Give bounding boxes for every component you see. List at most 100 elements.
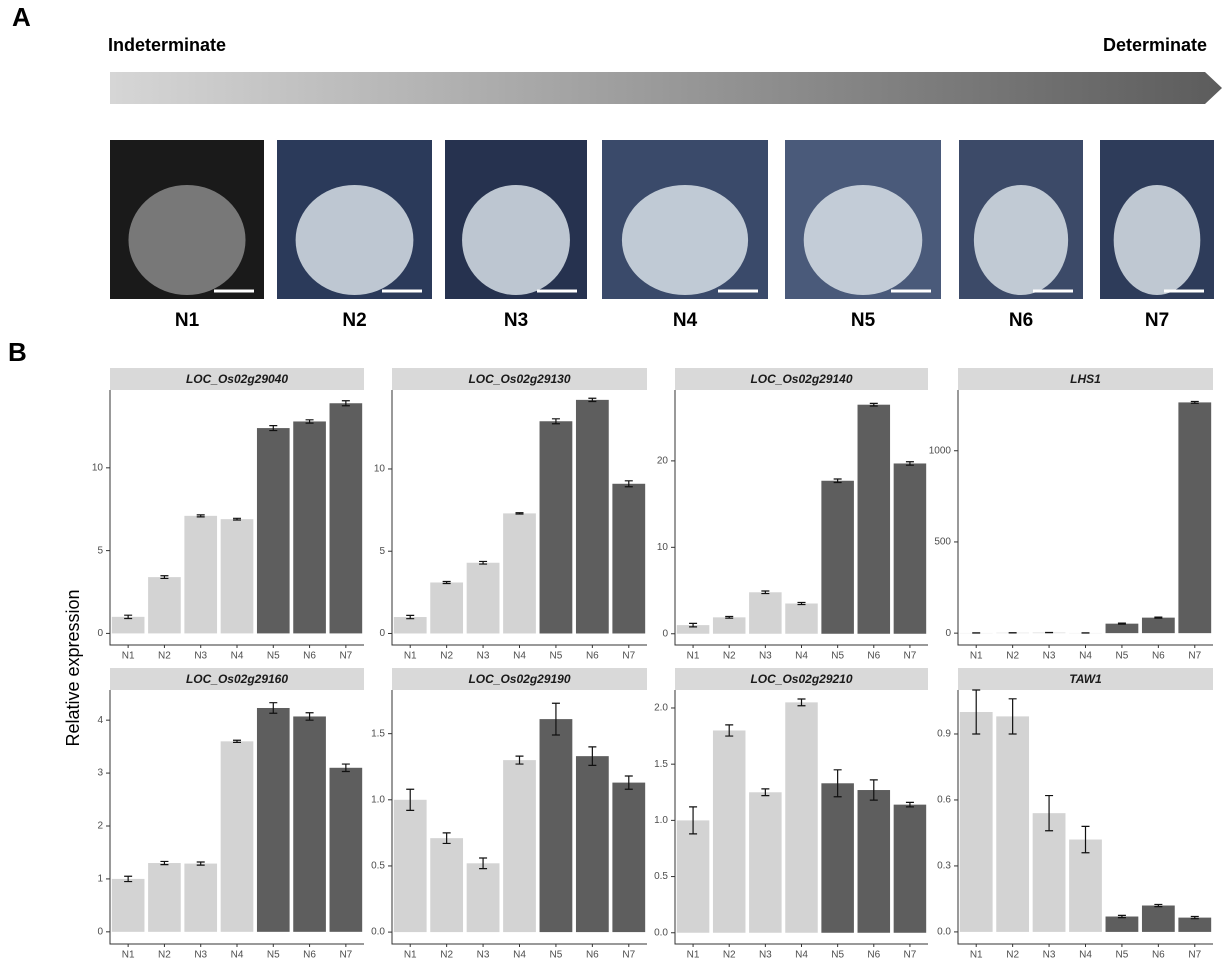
x-tick-label: N5 bbox=[1116, 651, 1129, 662]
y-tick-label: 0.0 bbox=[937, 927, 951, 938]
bar bbox=[293, 421, 326, 633]
bar bbox=[430, 838, 463, 932]
chart-title: LOC_Os02g29210 bbox=[750, 672, 852, 686]
micrograph-tissue bbox=[296, 185, 414, 295]
chart-title: LOC_Os02g29040 bbox=[186, 372, 288, 386]
bar bbox=[330, 768, 363, 932]
error-bar bbox=[197, 515, 205, 517]
y-tick-label: 0 bbox=[379, 628, 385, 639]
right-label: Determinate bbox=[1103, 35, 1207, 55]
x-tick-label: N4 bbox=[513, 651, 526, 662]
micrograph-tissue bbox=[462, 185, 570, 295]
bar bbox=[293, 716, 326, 931]
bar bbox=[184, 864, 217, 932]
x-tick-label: N2 bbox=[723, 651, 736, 662]
chart-title: LOC_Os02g29160 bbox=[186, 672, 288, 686]
bar bbox=[1178, 402, 1211, 633]
bar bbox=[713, 617, 746, 633]
bar bbox=[257, 428, 290, 633]
y-tick-label: 1 bbox=[97, 874, 103, 885]
bar bbox=[821, 481, 854, 634]
chart-title: TAW1 bbox=[1069, 672, 1102, 686]
x-tick-label: N3 bbox=[1043, 651, 1056, 662]
y-tick-label: 5 bbox=[97, 545, 103, 556]
x-tick-label: N5 bbox=[550, 651, 563, 662]
stage-label: N1 bbox=[175, 310, 200, 331]
x-tick-label: N7 bbox=[339, 651, 352, 662]
chart-title: LHS1 bbox=[1070, 372, 1101, 386]
y-tick-label: 3 bbox=[97, 768, 103, 779]
bar bbox=[894, 463, 927, 633]
stage-label: N6 bbox=[1009, 310, 1033, 331]
bar bbox=[858, 405, 891, 634]
bar bbox=[1178, 918, 1211, 932]
y-tick-label: 10 bbox=[374, 464, 386, 475]
bar bbox=[430, 582, 463, 633]
x-tick-label: N7 bbox=[904, 651, 917, 662]
bar bbox=[112, 879, 145, 932]
y-tick-label: 0 bbox=[662, 628, 668, 639]
y-tick-label: 2 bbox=[97, 821, 103, 832]
bar bbox=[221, 519, 254, 633]
bar bbox=[540, 421, 573, 633]
y-tick-label: 0.3 bbox=[937, 861, 951, 872]
bar bbox=[221, 741, 254, 932]
y-tick-label: 0.9 bbox=[937, 729, 951, 740]
x-tick-label: N4 bbox=[795, 651, 808, 662]
x-tick-label: N6 bbox=[867, 950, 880, 961]
x-tick-label: N5 bbox=[267, 950, 280, 961]
x-tick-label: N2 bbox=[1006, 950, 1019, 961]
y-tick-label: 1.5 bbox=[654, 759, 668, 770]
error-bar bbox=[1154, 617, 1162, 618]
y-tick-label: 1000 bbox=[929, 445, 952, 456]
y-tick-label: 0 bbox=[97, 926, 103, 937]
error-bar bbox=[160, 576, 168, 579]
bar bbox=[1142, 906, 1175, 932]
left-label: Indeterminate bbox=[108, 35, 226, 55]
micrograph-tissue bbox=[128, 185, 245, 295]
bar bbox=[576, 400, 609, 634]
x-tick-label: N1 bbox=[970, 651, 983, 662]
x-tick-label: N5 bbox=[267, 651, 280, 662]
x-tick-label: N1 bbox=[122, 651, 135, 662]
y-tick-label: 1.0 bbox=[371, 794, 385, 805]
x-tick-label: N5 bbox=[831, 950, 844, 961]
x-tick-label: N4 bbox=[795, 950, 808, 961]
stage-label: N4 bbox=[673, 310, 698, 331]
bar bbox=[677, 820, 710, 932]
bar bbox=[148, 863, 181, 932]
bar bbox=[858, 790, 891, 933]
bar bbox=[749, 592, 782, 633]
bar bbox=[467, 863, 500, 932]
bar bbox=[612, 783, 645, 932]
micrograph-tissue bbox=[804, 185, 923, 295]
x-tick-label: N2 bbox=[158, 651, 171, 662]
bar bbox=[503, 760, 536, 932]
stage-label: N3 bbox=[504, 310, 528, 331]
y-tick-label: 4 bbox=[97, 715, 103, 726]
bar bbox=[1106, 917, 1139, 932]
bar bbox=[1142, 618, 1175, 634]
bar bbox=[894, 805, 927, 933]
x-tick-label: N3 bbox=[477, 651, 490, 662]
x-tick-label: N1 bbox=[970, 950, 983, 961]
x-tick-label: N3 bbox=[759, 651, 772, 662]
bar bbox=[148, 577, 181, 633]
micrograph-tissue bbox=[622, 185, 748, 295]
y-tick-label: 0 bbox=[97, 628, 103, 639]
y-tick-label: 0.0 bbox=[654, 927, 668, 938]
x-tick-label: N7 bbox=[622, 950, 635, 961]
x-tick-label: N2 bbox=[1006, 651, 1019, 662]
figure: A Indeterminate Determinate B Relative e… bbox=[0, 0, 1227, 962]
x-tick-label: N5 bbox=[1116, 950, 1129, 961]
x-tick-label: N3 bbox=[1043, 950, 1056, 961]
bar bbox=[612, 484, 645, 634]
bar bbox=[330, 403, 363, 633]
bar bbox=[749, 792, 782, 932]
x-tick-label: N1 bbox=[404, 651, 417, 662]
axis bbox=[958, 390, 1213, 645]
stage-label: N2 bbox=[342, 310, 366, 331]
gradient-arrow bbox=[110, 72, 1222, 104]
bar bbox=[785, 604, 818, 634]
bar bbox=[467, 563, 500, 634]
